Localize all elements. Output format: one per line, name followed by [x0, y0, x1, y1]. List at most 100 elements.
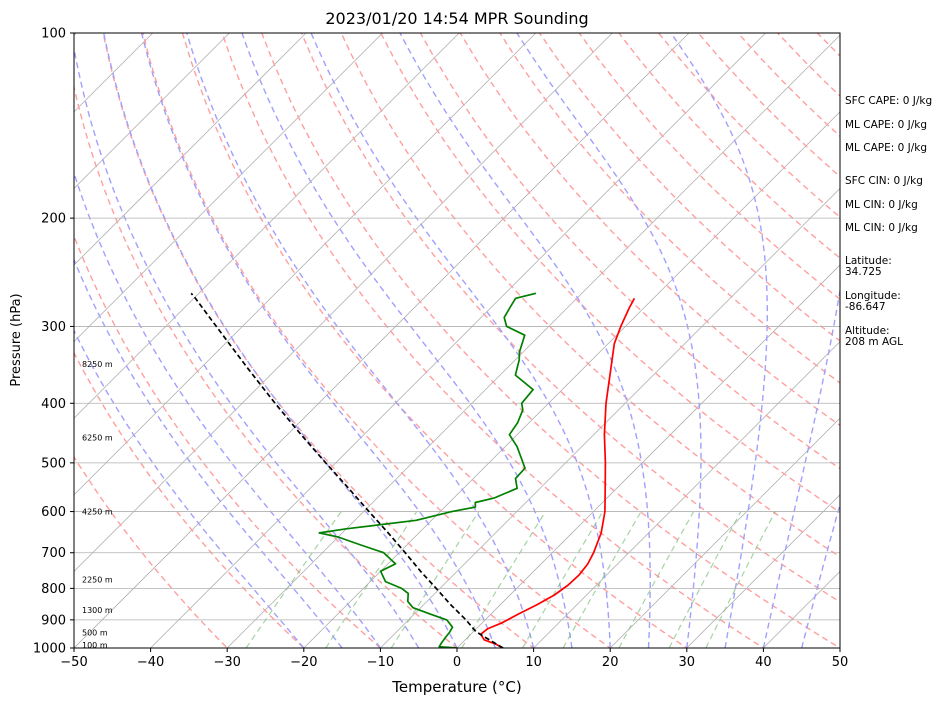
moist-adiabat-line [801, 502, 840, 648]
dry-adiabat-line [221, 33, 765, 648]
dry-adiabat-line [340, 33, 840, 558]
moist-adiabat-line [399, 33, 651, 648]
isotherm-line [74, 33, 690, 648]
height-label: 4250 m [82, 508, 113, 517]
x-axis-label: Temperature (°C) [391, 678, 521, 696]
isotherm-line [380, 187, 840, 648]
series-line-1 [318, 292, 537, 648]
chart-title: 2023/01/20 14:54 MPR Sounding [325, 9, 588, 28]
mixing-ratio-line [325, 511, 418, 648]
isotherm-line [303, 111, 840, 648]
x-tick-label: −50 [60, 655, 87, 670]
moist-adiabat-line [74, 257, 343, 648]
y-tick-label: 1000 [33, 642, 66, 657]
dry-adiabat-line [74, 234, 382, 648]
ml-cape-text: ML CAPE: 0 J/kg [845, 119, 927, 131]
y-tick-label: 900 [41, 613, 66, 628]
x-tick-label: 0 [453, 655, 461, 670]
isotherm-line [74, 33, 613, 572]
dry-adiabat-line [74, 455, 229, 648]
moist-adiabat-line [74, 170, 381, 648]
mixing-ratio-line [705, 511, 776, 648]
x-tick-label: −20 [290, 655, 317, 670]
dry-adiabat-line [74, 84, 459, 648]
moist-adiabat-line [310, 33, 611, 648]
ml-cape-text-2: ML CAPE: 0 J/kg [845, 142, 927, 154]
y-tick-label: 500 [41, 456, 66, 471]
moist-adiabat-line [516, 33, 702, 648]
dry-adiabat-line [102, 33, 535, 648]
isotherm-line [74, 33, 230, 189]
y-axis: 1000 900 800 700 600 500 400 300 200 100 [33, 27, 74, 657]
height-label: 2250 m [82, 576, 113, 585]
y-tick-label: 300 [41, 320, 66, 335]
y-axis-label: Pressure (hPa) [9, 293, 24, 386]
x-tick-label: 40 [755, 655, 772, 670]
y-tick-label: 100 [41, 27, 66, 42]
isotherm-line [74, 33, 307, 266]
isotherm-line [150, 33, 766, 648]
mixing-ratio-line [521, 511, 604, 648]
info-panel: SFC CAPE: 0 J/kg ML CAPE: 0 J/kg ML CAPE… [845, 95, 932, 348]
moist-adiabat-line [186, 33, 535, 648]
mixing-ratio-line [618, 511, 695, 648]
height-label: 1300 m [82, 606, 113, 615]
longitude-value: -86.647 [845, 301, 886, 313]
x-tick-label: −30 [213, 655, 240, 670]
dry-adiabat-line [300, 33, 840, 603]
y-tick-label: 200 [41, 212, 66, 227]
altitude-label: Altitude: [845, 325, 890, 337]
isotherm-line [456, 264, 840, 648]
isotherm-line [74, 33, 537, 496]
altitude-value: 208 m AGL [845, 336, 903, 348]
x-tick-label: 30 [679, 655, 696, 670]
mixing-ratio-line [668, 511, 742, 648]
dry-adiabat-line [74, 351, 305, 648]
dry-adiabat-line [419, 33, 840, 470]
x-tick-label: −10 [367, 655, 394, 670]
height-label: 500 m [82, 628, 108, 637]
sfc-cin-text: SFC CIN: 0 J/kg [845, 175, 923, 187]
ml-cin-text: ML CIN: 0 J/kg [845, 199, 918, 211]
series-line-0 [479, 297, 636, 648]
y-tick-label: 400 [41, 397, 66, 412]
sounding-series [190, 292, 636, 648]
moist-adiabat-line [241, 33, 573, 648]
x-tick-label: −40 [137, 655, 164, 670]
height-label: 8250 m [82, 360, 113, 369]
moist-adiabat-line [670, 33, 768, 648]
dry-adiabat-line [142, 33, 612, 648]
height-label: 100 m [82, 641, 108, 650]
y-tick-label: 700 [41, 546, 66, 561]
x-axis: −50 −40 −30 −20 −10 0 10 20 30 40 50 [60, 648, 848, 670]
latitude-value: 34.725 [845, 266, 882, 278]
dry-adiabat-line [578, 33, 840, 301]
ml-cin-text-2: ML CIN: 0 J/kg [845, 222, 918, 234]
moist-adiabat-line [140, 33, 496, 648]
latitude-label: Latitude: [845, 255, 892, 267]
dry-adiabat-line [459, 33, 840, 427]
background-lines [74, 33, 840, 648]
x-tick-label: 20 [602, 655, 619, 670]
isotherm-line [74, 33, 460, 419]
longitude-label: Longitude: [845, 290, 901, 302]
series-line-2 [190, 292, 504, 648]
isotherm-line [74, 33, 383, 343]
isotherm-line [686, 494, 840, 648]
moist-adiabat-line [74, 45, 420, 648]
mixing-ratio-line [461, 511, 547, 648]
dry-adiabat-line [181, 33, 689, 648]
mixing-ratio-line [390, 511, 480, 648]
dry-adiabat-line [261, 33, 840, 648]
sfc-cape-text: SFC CAPE: 0 J/kg [845, 95, 932, 107]
mixing-ratio-line [562, 511, 642, 648]
isotherm-line [609, 417, 840, 648]
y-tick-label: 800 [41, 582, 66, 597]
moist-adiabat-line [762, 33, 840, 648]
x-tick-label: 50 [832, 655, 849, 670]
dry-adiabat-line [380, 33, 840, 514]
y-tick-label: 600 [41, 505, 66, 520]
height-label: 6250 m [82, 434, 113, 443]
moist-adiabat-line [103, 33, 458, 648]
